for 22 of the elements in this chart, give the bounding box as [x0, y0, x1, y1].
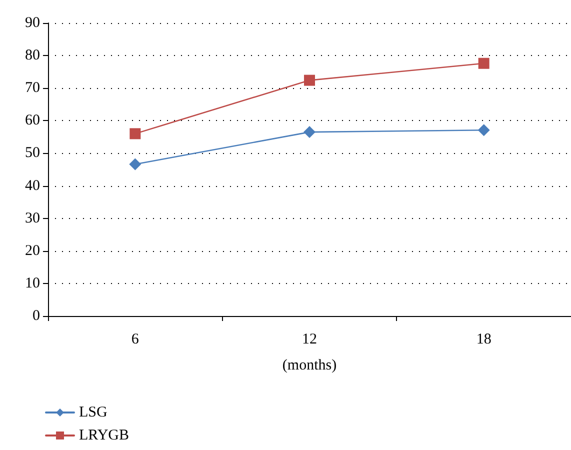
point: [304, 74, 315, 86]
point: [129, 158, 142, 170]
y-tick-label: 40: [25, 178, 40, 194]
y-tick-label: 70: [25, 80, 40, 96]
legend-label: LSG: [79, 404, 108, 420]
x-axis-title: (months): [282, 358, 337, 374]
y-tick-label: 30: [25, 210, 40, 226]
point: [130, 128, 141, 140]
y-tick-label: 0: [32, 308, 40, 324]
y-tick-label: 60: [25, 112, 40, 129]
point: [304, 126, 316, 138]
y-tick-label: 10: [25, 275, 40, 292]
y-tick-label: 20: [25, 242, 40, 259]
y-tick-label: 80: [25, 48, 40, 64]
point: [478, 124, 490, 136]
x-tick-label: 18: [476, 332, 492, 348]
y-tick-label: 50: [25, 145, 40, 162]
legend-label: LRYGB: [79, 428, 130, 444]
x-tick-label: 6: [131, 332, 140, 348]
x-tick-label: 12: [302, 332, 317, 348]
y-tick-label: 90: [25, 15, 40, 31]
point: [478, 58, 490, 69]
